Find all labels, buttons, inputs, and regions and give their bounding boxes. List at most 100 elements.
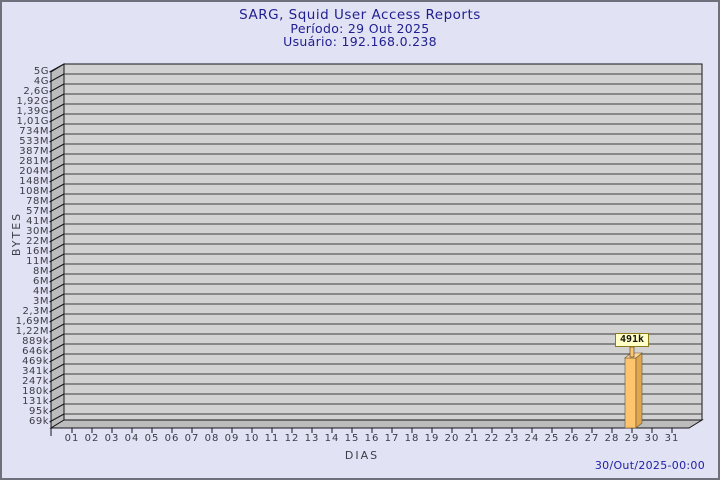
y-tick-label: 78M: [26, 196, 49, 207]
y-tick-label: 30M: [26, 226, 49, 237]
y-axis-title: BYTES: [10, 211, 23, 257]
y-tick-mark: [49, 313, 65, 323]
y-tick-mark: [49, 243, 65, 253]
y-tick-label: 1,92G: [16, 96, 49, 107]
y-tick-mark: [49, 363, 65, 373]
y-tick-label: 69k: [28, 416, 49, 427]
y-tick-mark: [49, 93, 65, 103]
x-tick-label: 19: [424, 433, 440, 444]
y-tick-mark: [49, 343, 65, 353]
y-tick-mark: [49, 213, 65, 223]
x-tick-label: 15: [344, 433, 360, 444]
report-period: Período: 29 Out 2025: [290, 21, 430, 36]
x-tick-label: 10: [244, 433, 260, 444]
y-tick-label: 646k: [22, 346, 49, 357]
y-tick-mark: [49, 63, 65, 73]
x-tick-label: 31: [664, 433, 680, 444]
report-header: SARG, Squid User Access Reports Período:…: [2, 8, 718, 48]
y-tick-label: 533M: [19, 136, 49, 147]
y-tick-label: 5G: [33, 66, 49, 77]
x-tick-label: 04: [124, 433, 140, 444]
x-tick-label: 12: [284, 433, 300, 444]
y-tick-label: 95k: [28, 406, 49, 417]
y-tick-mark: [49, 163, 65, 173]
y-tick-label: 4M: [33, 286, 49, 297]
y-tick-label: 131k: [22, 396, 49, 407]
y-tick-mark: [49, 123, 65, 133]
y-tick-label: 16M: [26, 246, 49, 257]
y-tick-label: 2,6G: [23, 86, 49, 97]
x-tick-label: 20: [444, 433, 460, 444]
y-tick-label: 1,39G: [16, 106, 49, 117]
x-tick-label: 03: [104, 433, 120, 444]
x-tick-label: 01: [64, 433, 80, 444]
x-tick-label: 16: [364, 433, 380, 444]
x-tick-label: 29: [624, 433, 640, 444]
y-tick-mark: [49, 393, 65, 403]
x-tick-label: 09: [224, 433, 240, 444]
y-tick-label: 281M: [19, 156, 49, 167]
y-tick-mark: [49, 153, 65, 163]
y-tick-label: 148M: [19, 176, 49, 187]
x-tick-label: 14: [324, 433, 340, 444]
y-tick-mark: [49, 253, 65, 263]
y-tick-label: 2,3M: [22, 306, 49, 317]
y-tick-mark: [49, 333, 65, 343]
y-tick-mark: [49, 233, 65, 243]
x-tick-label: 23: [504, 433, 520, 444]
y-tick-label: 247k: [22, 376, 49, 387]
y-tick-label: 4G: [33, 76, 49, 87]
x-tick-label: 30: [644, 433, 660, 444]
y-tick-label: 11M: [26, 256, 49, 267]
y-tick-mark: [49, 83, 65, 93]
y-tick-label: 387M: [19, 146, 49, 157]
x-tick-label: 11: [264, 433, 280, 444]
y-tick-label: 1,22M: [15, 326, 49, 337]
x-tick-label: 22: [484, 433, 500, 444]
y-tick-mark: [49, 353, 65, 363]
x-tick-label: 08: [204, 433, 220, 444]
y-tick-label: 108M: [19, 186, 49, 197]
y-tick-mark: [49, 323, 65, 333]
y-tick-label: 734M: [19, 126, 49, 137]
x-axis-title: DIAS: [344, 449, 380, 462]
y-tick-mark: [49, 413, 65, 423]
plot-floor: [49, 419, 704, 429]
y-tick-label: 41M: [26, 216, 49, 227]
x-tick-label: 25: [544, 433, 560, 444]
y-tick-label: 6M: [33, 276, 49, 287]
x-tick-label: 28: [604, 433, 620, 444]
plot-side-wall: [50, 63, 65, 429]
y-tick-label: 8M: [33, 266, 49, 277]
x-tick-label: 27: [584, 433, 600, 444]
annotation-stem: [629, 346, 635, 358]
x-tick-label: 06: [164, 433, 180, 444]
y-tick-mark: [49, 403, 65, 413]
y-tick-label: 180k: [22, 386, 49, 397]
y-tick-label: 341k: [22, 366, 49, 377]
y-tick-mark: [49, 293, 65, 303]
y-tick-mark: [49, 223, 65, 233]
report-title: SARG, Squid User Access Reports: [239, 7, 481, 23]
generation-timestamp: 30/Out/2025-00:00: [594, 459, 705, 472]
x-tick-label: 13: [304, 433, 320, 444]
y-tick-mark: [49, 383, 65, 393]
y-tick-mark: [49, 303, 65, 313]
y-tick-label: 1,01G: [16, 116, 49, 127]
y-tick-mark: [49, 273, 65, 283]
y-tick-mark: [49, 203, 65, 213]
y-tick-mark: [49, 263, 65, 273]
y-tick-mark: [49, 103, 65, 113]
y-tick-mark: [49, 113, 65, 123]
bar-value-annotation: 491k: [615, 333, 649, 347]
y-tick-mark: [49, 193, 65, 203]
x-tick-label: 18: [404, 433, 420, 444]
y-tick-label: 1,69M: [15, 316, 49, 327]
y-tick-label: 3M: [33, 296, 49, 307]
y-tick-mark: [49, 183, 65, 193]
y-tick-mark: [49, 73, 65, 83]
y-tick-label: 57M: [26, 206, 49, 217]
y-tick-mark: [49, 143, 65, 153]
y-tick-label: 22M: [26, 236, 49, 247]
